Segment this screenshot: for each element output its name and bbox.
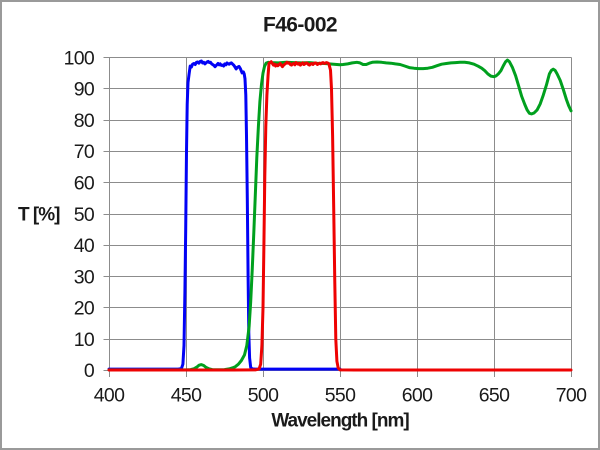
svg-text:90: 90 [74,79,95,101]
svg-text:10: 10 [74,329,95,351]
svg-text:0: 0 [84,360,95,382]
svg-text:70: 70 [74,141,95,163]
svg-text:400: 400 [94,385,125,407]
svg-text:100: 100 [64,47,95,69]
svg-text:80: 80 [74,110,95,132]
svg-text:450: 450 [171,385,202,407]
svg-text:550: 550 [325,385,356,407]
svg-text:60: 60 [74,173,95,195]
svg-text:700: 700 [556,385,587,407]
svg-text:T [%]: T [%] [18,205,60,226]
svg-text:30: 30 [74,266,95,288]
svg-text:Wavelength [nm]: Wavelength [nm] [271,411,409,432]
svg-text:20: 20 [74,298,95,320]
svg-text:F46-002: F46-002 [263,14,337,37]
svg-text:650: 650 [479,385,510,407]
svg-text:600: 600 [402,385,433,407]
svg-text:500: 500 [248,385,279,407]
svg-text:50: 50 [74,204,95,226]
svg-text:40: 40 [74,235,95,257]
